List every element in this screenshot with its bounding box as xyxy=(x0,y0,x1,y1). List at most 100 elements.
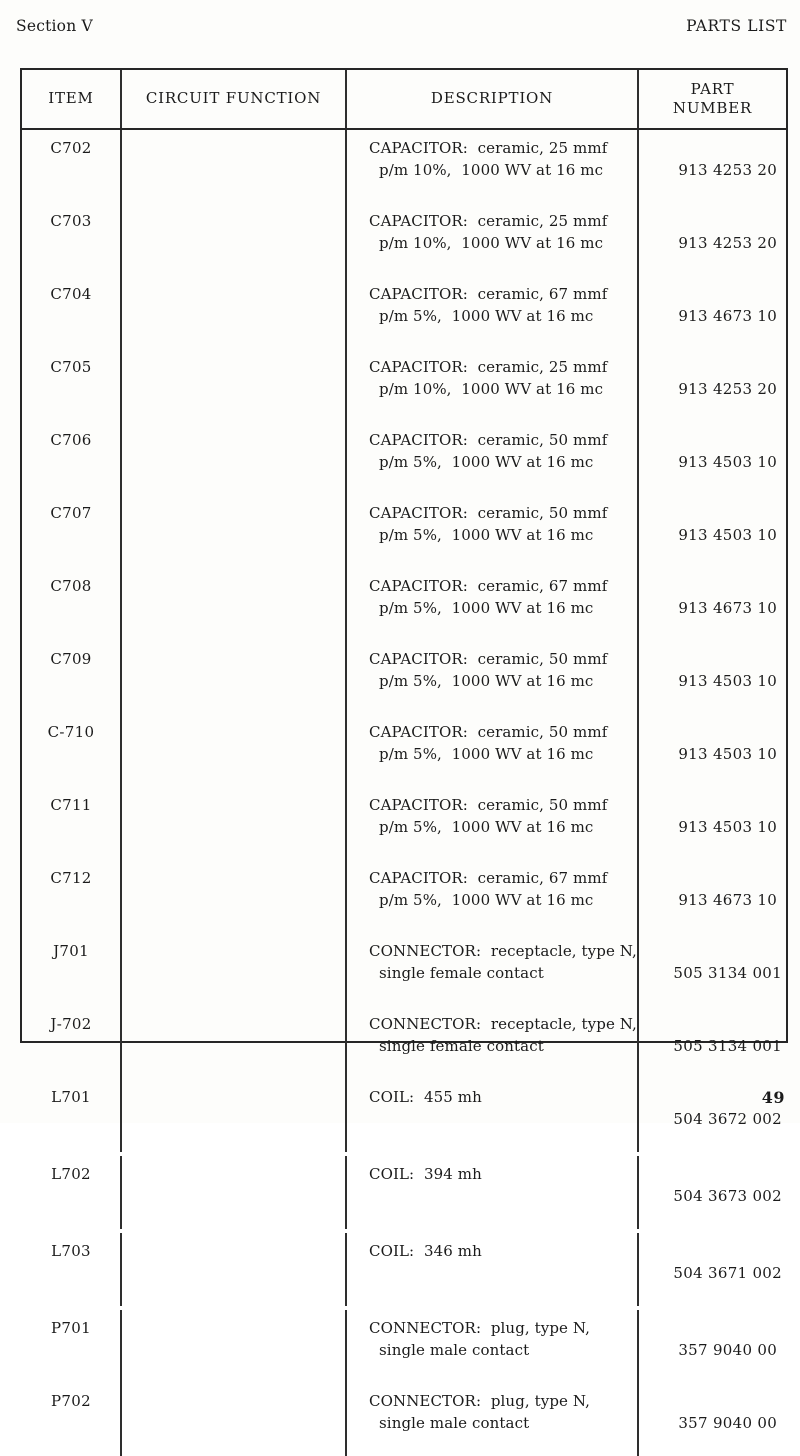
part-number-cell: 913 4503 10 xyxy=(639,641,786,714)
description-line1: COIL: 394 mh xyxy=(369,1165,482,1183)
part-number: 913 4503 10 xyxy=(678,818,778,836)
part-number-cell: 357 9040 00 xyxy=(639,1310,786,1383)
item-cell: C703 xyxy=(22,203,122,276)
part-number-cell: 913 4253 20 xyxy=(639,203,786,276)
description-line1: CAPACITOR: ceramic, 50 mmf xyxy=(369,504,608,522)
description-cell: CAPACITOR: ceramic, 50 mmf p/m 5%, 1000 … xyxy=(347,495,639,568)
item-id: C-710 xyxy=(47,723,95,741)
item-id: J-702 xyxy=(50,1015,92,1033)
circuit-function-cell xyxy=(122,641,347,714)
item-cell: C704 xyxy=(22,276,122,349)
table-row: C706 CAPACITOR: ceramic, 50 mmf p/m 5%, … xyxy=(22,422,786,495)
item-id: P701 xyxy=(51,1319,91,1337)
description-line2: p/m 5%, 1000 WV at 16 mc xyxy=(379,672,594,690)
table-row: C-710 CAPACITOR: ceramic, 50 mmf p/m 5%,… xyxy=(22,714,786,787)
part-number: 913 4503 10 xyxy=(678,745,778,763)
item-cell: C711 xyxy=(22,787,122,860)
parts-table: ITEM CIRCUIT FUNCTION DESCRIPTION PART N… xyxy=(20,68,788,1456)
description-line1: CAPACITOR: ceramic, 25 mmf xyxy=(369,139,608,157)
description-line1: CAPACITOR: ceramic, 25 mmf xyxy=(369,212,608,230)
description-line2: p/m 5%, 1000 WV at 16 mc xyxy=(379,526,594,544)
item-id: C711 xyxy=(50,796,92,814)
item-id: C706 xyxy=(50,431,92,449)
item-id: C708 xyxy=(50,577,92,595)
table-row: C707 CAPACITOR: ceramic, 50 mmf p/m 5%, … xyxy=(22,495,786,568)
item-id: L701 xyxy=(51,1088,91,1106)
item-cell: C705 xyxy=(22,349,122,422)
item-cell: C709 xyxy=(22,641,122,714)
circuit-function-cell xyxy=(122,1233,347,1306)
table-row: L702 COIL: 394 mh 504 3673 002 xyxy=(22,1156,786,1229)
item-id: C712 xyxy=(50,869,92,887)
part-number-cell: 913 4503 10 xyxy=(639,422,786,495)
page-number: 49 xyxy=(761,1088,785,1107)
description-cell: CAPACITOR: ceramic, 25 mmf p/m 10%, 1000… xyxy=(347,130,639,203)
item-cell: P702 xyxy=(22,1383,122,1456)
part-number: 913 4673 10 xyxy=(678,891,778,909)
description-line2: p/m 10%, 1000 WV at 16 mc xyxy=(379,380,604,398)
table-row: C709 CAPACITOR: ceramic, 50 mmf p/m 5%, … xyxy=(22,641,786,714)
description-cell: CAPACITOR: ceramic, 67 mmf p/m 5%, 1000 … xyxy=(347,276,639,349)
column-header-circuit-function: CIRCUIT FUNCTION xyxy=(122,70,347,128)
table-body: C702 CAPACITOR: ceramic, 25 mmf p/m 10%,… xyxy=(22,130,786,1456)
table-row: C712 CAPACITOR: ceramic, 67 mmf p/m 5%, … xyxy=(22,860,786,933)
table-row: J-702 CONNECTOR: receptacle, type N, sin… xyxy=(22,1006,786,1079)
part-number: 913 4673 10 xyxy=(678,307,778,325)
part-number-cell: 357 9040 00 xyxy=(639,1383,786,1456)
table-row: C705 CAPACITOR: ceramic, 25 mmf p/m 10%,… xyxy=(22,349,786,422)
table-row: C704 CAPACITOR: ceramic, 67 mmf p/m 5%, … xyxy=(22,276,786,349)
part-number: 913 4503 10 xyxy=(678,453,778,471)
item-cell: C707 xyxy=(22,495,122,568)
part-number: 913 4253 20 xyxy=(678,161,778,179)
description-line1: CAPACITOR: ceramic, 50 mmf xyxy=(369,723,608,741)
circuit-function-cell xyxy=(122,787,347,860)
description-cell: CAPACITOR: ceramic, 25 mmf p/m 10%, 1000… xyxy=(347,203,639,276)
description-line2: single female contact xyxy=(379,1037,544,1055)
description-cell: CAPACITOR: ceramic, 50 mmf p/m 5%, 1000 … xyxy=(347,641,639,714)
description-line1: CONNECTOR: plug, type N, xyxy=(369,1319,591,1337)
part-number: 504 3673 002 xyxy=(673,1187,782,1205)
table-header-row: ITEM CIRCUIT FUNCTION DESCRIPTION PART N… xyxy=(22,70,786,130)
part-number-cell: 505 3134 001 xyxy=(639,1006,786,1079)
description-line1: CAPACITOR: ceramic, 50 mmf xyxy=(369,650,608,668)
description-cell: CAPACITOR: ceramic, 67 mmf p/m 5%, 1000 … xyxy=(347,568,639,641)
description-line2: p/m 5%, 1000 WV at 16 mc xyxy=(379,891,594,909)
part-number-cell: 913 4503 10 xyxy=(639,787,786,860)
description-line1: CAPACITOR: ceramic, 67 mmf xyxy=(369,285,608,303)
description-line2: single female contact xyxy=(379,964,544,982)
description-cell: CAPACITOR: ceramic, 50 mmf p/m 5%, 1000 … xyxy=(347,714,639,787)
circuit-function-cell xyxy=(122,1310,347,1383)
document-page: Section V PARTS LIST ITEM CIRCUIT FUNCTI… xyxy=(16,17,788,1456)
column-header-item: ITEM xyxy=(22,70,122,128)
item-id: L702 xyxy=(51,1165,91,1183)
circuit-function-cell xyxy=(122,349,347,422)
running-head: Section V PARTS LIST xyxy=(16,17,787,35)
circuit-function-cell xyxy=(122,568,347,641)
circuit-function-cell xyxy=(122,276,347,349)
page-title: PARTS LIST xyxy=(686,17,787,35)
description-line1: CAPACITOR: ceramic, 50 mmf xyxy=(369,431,608,449)
circuit-function-cell xyxy=(122,860,347,933)
circuit-function-cell xyxy=(122,203,347,276)
description-line2: p/m 5%, 1000 WV at 16 mc xyxy=(379,307,594,325)
part-number: 913 4253 20 xyxy=(678,234,778,252)
circuit-function-cell xyxy=(122,1079,347,1152)
item-cell: L703 xyxy=(22,1233,122,1306)
part-number: 913 4673 10 xyxy=(678,599,778,617)
item-id: J701 xyxy=(53,942,89,960)
description-line2: p/m 5%, 1000 WV at 16 mc xyxy=(379,453,594,471)
description-cell: CAPACITOR: ceramic, 67 mmf p/m 5%, 1000 … xyxy=(347,860,639,933)
part-number: 505 3134 001 xyxy=(673,964,782,982)
description-cell: CONNECTOR: receptacle, type N, single fe… xyxy=(347,1006,639,1079)
item-cell: C-710 xyxy=(22,714,122,787)
item-id: C709 xyxy=(50,650,92,668)
description-line1: COIL: 346 mh xyxy=(369,1242,482,1260)
item-cell: C702 xyxy=(22,130,122,203)
table-row: P702 CONNECTOR: plug, type N, single mal… xyxy=(22,1383,786,1456)
circuit-function-cell xyxy=(122,495,347,568)
description-line2: p/m 5%, 1000 WV at 16 mc xyxy=(379,599,594,617)
description-cell: CONNECTOR: plug, type N, single male con… xyxy=(347,1383,639,1456)
table-row: C708 CAPACITOR: ceramic, 67 mmf p/m 5%, … xyxy=(22,568,786,641)
item-cell: J-702 xyxy=(22,1006,122,1079)
circuit-function-cell xyxy=(122,422,347,495)
